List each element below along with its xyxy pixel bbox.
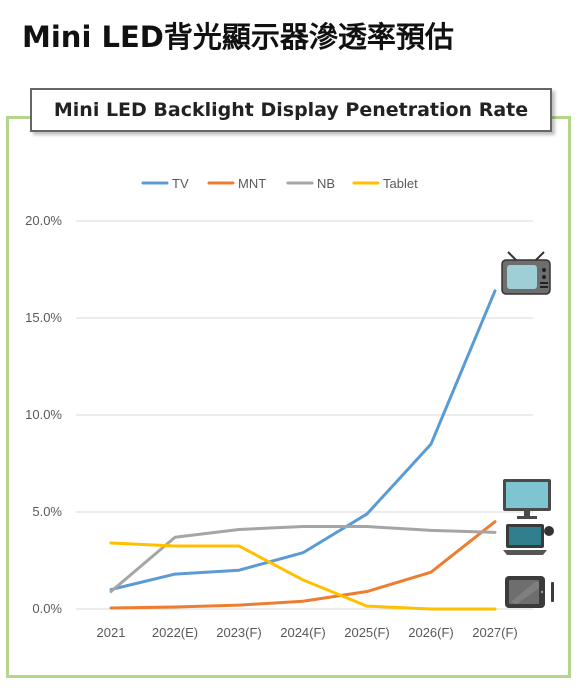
series-lines	[109, 289, 497, 611]
series-line-nb	[109, 525, 497, 594]
x-tick-label: 2023(F)	[216, 625, 262, 640]
legend-label: NB	[317, 176, 335, 191]
series-line-tablet	[109, 541, 497, 611]
y-tick-label: 20.0%	[25, 213, 62, 228]
chart-title: Mini LED Backlight Display Penetration R…	[30, 88, 552, 132]
y-tick-label: 0.0%	[32, 601, 62, 616]
legend-label: Tablet	[383, 176, 418, 191]
tv-icon	[501, 251, 551, 295]
x-tick-label: 2024(F)	[280, 625, 326, 640]
x-tick-label: 2025(F)	[344, 625, 390, 640]
laptop-icon	[503, 524, 554, 555]
x-tick-label: 2022(E)	[152, 625, 198, 640]
page-title: Mini LED背光顯示器滲透率預估	[22, 20, 454, 54]
y-axis-ticks: 0.0% 5.0% 10.0% 15.0% 20.0%	[25, 213, 62, 616]
tablet-icon	[505, 576, 554, 608]
y-tick-label: 15.0%	[25, 310, 62, 325]
legend: TV MNT NB Tablet	[141, 176, 418, 191]
monitor-icon	[503, 479, 551, 519]
legend-label: TV	[172, 176, 189, 191]
x-tick-label: 2021	[97, 625, 126, 640]
x-tick-label: 2027(F)	[472, 625, 518, 640]
series-line-mnt	[109, 520, 497, 610]
x-axis-ticks: 2021 2022(E) 2023(F) 2024(F) 2025(F) 2026(F) 2…	[97, 625, 518, 640]
y-tick-label: 5.0%	[32, 504, 62, 519]
x-tick-label: 2026(F)	[408, 625, 454, 640]
series-line-tv	[109, 289, 497, 592]
legend-label: MNT	[238, 176, 266, 191]
y-tick-label: 10.0%	[25, 407, 62, 422]
